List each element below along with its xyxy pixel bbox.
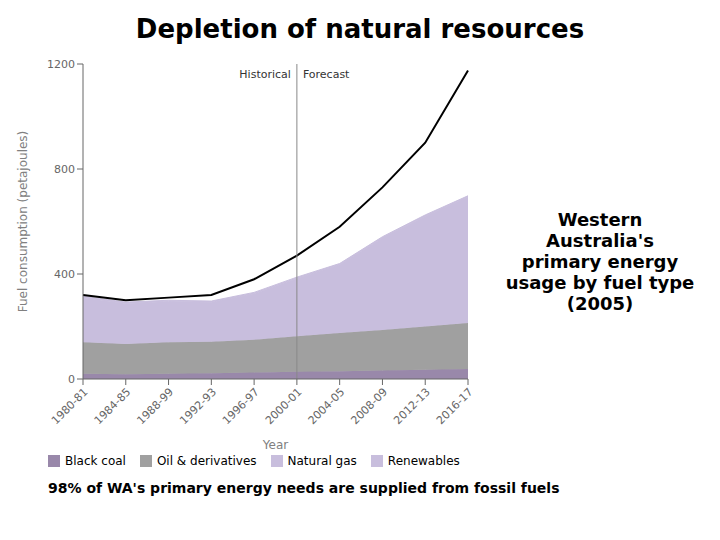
svg-text:800: 800 <box>54 163 75 176</box>
svg-text:1992-93: 1992-93 <box>177 385 219 427</box>
html-text:Oil & derivatives: Oil & derivatives <box>156 454 257 468</box>
html-text:98% of WA's primary energy nee: 98% of WA's primary energy needs are sup… <box>48 480 560 496</box>
html-text:Western Australia's primary en: Western Australia's primary energy usage… <box>505 208 695 314</box>
html-text:Depletion of natural resources: Depletion of natural resources <box>135 14 585 44</box>
html-text:Natural gas: Natural gas <box>287 454 357 468</box>
svg-text:Forecast: Forecast <box>303 68 350 81</box>
svg-text:0: 0 <box>68 373 75 386</box>
svg-text:1980-81: 1980-81 <box>49 385 91 427</box>
svg-text:1996-97: 1996-97 <box>220 385 262 427</box>
svg-text:2012-13: 2012-13 <box>391 385 433 427</box>
svg-text:2008-09: 2008-09 <box>348 385 390 427</box>
svg-text:1984-85: 1984-85 <box>92 385 134 427</box>
svg-text:2004-05: 2004-05 <box>306 385 348 427</box>
svg-text:1200: 1200 <box>47 58 75 71</box>
svg-text:1988-99: 1988-99 <box>135 385 177 427</box>
html-text:Black coal: Black coal <box>65 454 126 468</box>
svg-text:400: 400 <box>54 268 75 281</box>
svg-text:2000-01: 2000-01 <box>263 385 305 427</box>
svg-text:2016-17: 2016-17 <box>434 385 476 427</box>
svg-text:Fuel consumption (petajoules): Fuel consumption (petajoules) <box>16 131 30 313</box>
svg-text:Year: Year <box>262 438 288 452</box>
html-text:Renewables: Renewables <box>387 454 460 468</box>
svg-text:Historical: Historical <box>239 68 291 81</box>
